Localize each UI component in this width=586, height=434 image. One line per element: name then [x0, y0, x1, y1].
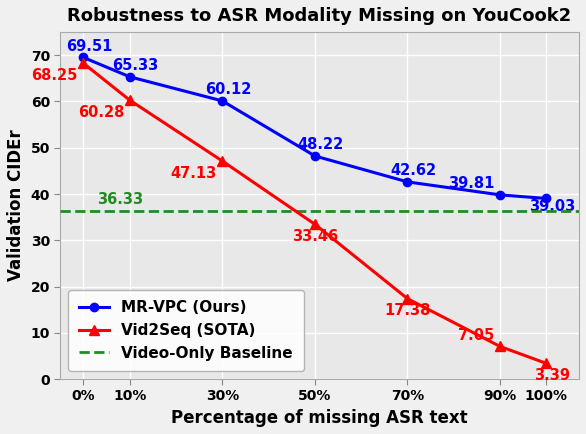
Video-Only Baseline [80, 208, 87, 214]
Text: 3.39: 3.39 [534, 368, 570, 383]
Video-Only Baseline [84, 208, 91, 214]
Text: 36.33: 36.33 [97, 192, 144, 207]
MR-VPC (Ours) [496, 192, 503, 197]
Text: 47.13: 47.13 [171, 166, 217, 181]
Vid2Seq (SOTA) [126, 98, 133, 103]
Vid2Seq (SOTA) [404, 296, 411, 301]
Text: 33.46: 33.46 [292, 229, 338, 244]
Vid2Seq (SOTA) [543, 361, 550, 366]
Text: 39.81: 39.81 [448, 176, 495, 191]
Line: Vid2Seq (SOTA): Vid2Seq (SOTA) [79, 59, 551, 368]
Vid2Seq (SOTA) [496, 344, 503, 349]
Text: 69.51: 69.51 [66, 39, 112, 53]
Text: 60.28: 60.28 [78, 105, 124, 120]
Text: 48.22: 48.22 [297, 137, 343, 152]
Y-axis label: Validation CIDEr: Validation CIDEr [7, 130, 25, 281]
MR-VPC (Ours) [543, 196, 550, 201]
Text: 42.62: 42.62 [390, 163, 436, 178]
Vid2Seq (SOTA) [311, 222, 318, 227]
Vid2Seq (SOTA) [80, 61, 87, 66]
MR-VPC (Ours) [126, 74, 133, 79]
MR-VPC (Ours) [219, 99, 226, 104]
Vid2Seq (SOTA) [219, 158, 226, 164]
Legend: MR-VPC (Ours), Vid2Seq (SOTA), Video-Only Baseline: MR-VPC (Ours), Vid2Seq (SOTA), Video-Onl… [68, 290, 304, 372]
Text: 7.05: 7.05 [458, 328, 495, 342]
Line: MR-VPC (Ours): MR-VPC (Ours) [79, 53, 550, 203]
Title: Robustness to ASR Modality Missing on YouCook2: Robustness to ASR Modality Missing on Yo… [67, 7, 572, 25]
Text: 39.03: 39.03 [529, 199, 575, 214]
MR-VPC (Ours) [80, 55, 87, 60]
Text: 68.25: 68.25 [32, 68, 78, 83]
MR-VPC (Ours) [311, 153, 318, 158]
Text: 17.38: 17.38 [384, 303, 431, 318]
X-axis label: Percentage of missing ASR text: Percentage of missing ASR text [171, 409, 468, 427]
Text: 65.33: 65.33 [112, 58, 158, 73]
Text: 60.12: 60.12 [205, 82, 251, 97]
MR-VPC (Ours) [404, 179, 411, 184]
